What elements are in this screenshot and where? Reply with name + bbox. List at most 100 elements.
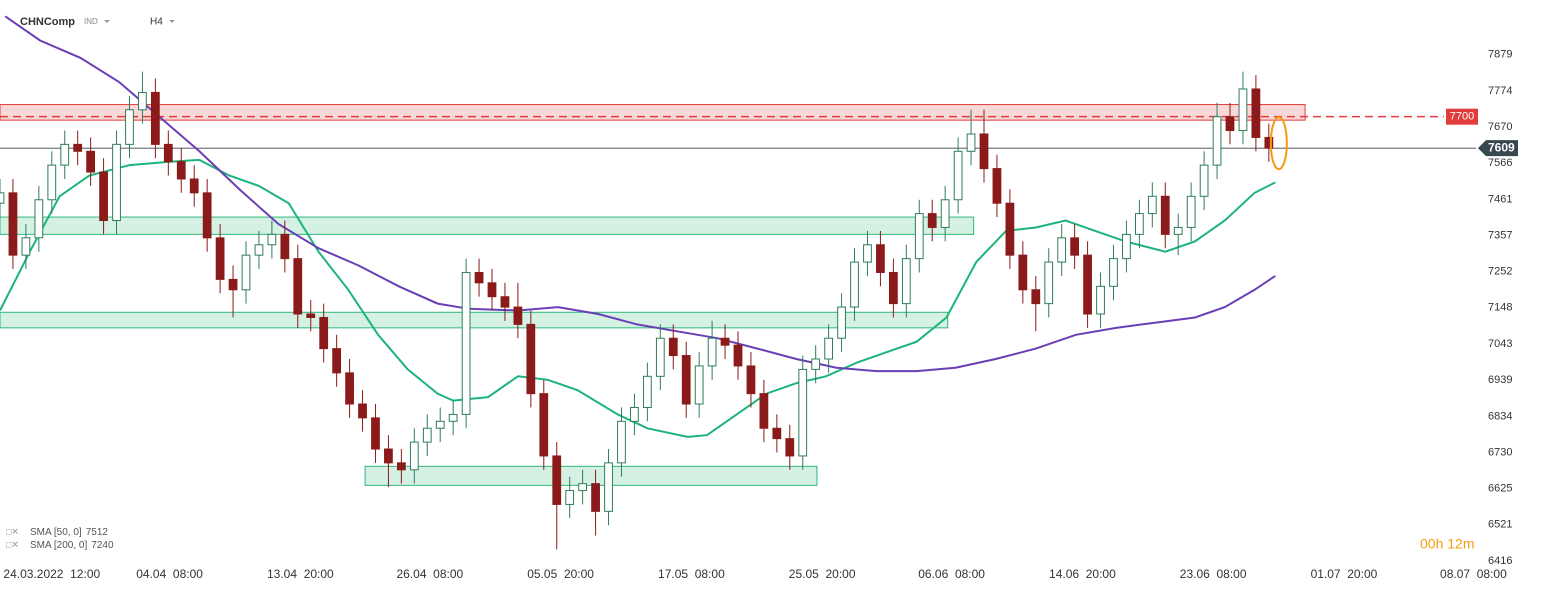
x-tick-label: 25.05 20:00 [789,567,856,581]
candle-body [1057,237,1067,263]
candle-body [150,91,160,145]
symbol[interactable]: CHNComp [20,16,75,28]
candle-body [8,192,18,256]
market: IND [84,17,98,26]
candle-body [1225,116,1235,132]
candle-body [1264,136,1274,149]
candle-body [720,337,730,346]
candle-body [163,143,173,163]
candle-body [435,420,445,429]
candle-body [371,417,380,450]
candle-body [707,337,717,367]
candle-body [785,438,795,457]
candle-body [189,178,199,194]
candle-body [422,427,432,443]
candle-body [1173,226,1183,235]
candle-body [332,348,342,374]
candle-body [461,271,471,415]
y-tick-label: 6939 [1488,374,1512,386]
y-tick-label: 6625 [1488,483,1512,495]
candle-body [112,143,121,222]
candle-body [798,368,808,457]
x-tick-label: 13.04 20:00 [267,567,334,581]
candle-body [176,161,186,180]
highlight [1269,116,1288,171]
candle-body [306,313,316,318]
candle-body [60,143,70,166]
candle-body [487,282,497,298]
y-tick-label: 6521 [1488,519,1512,531]
candle-body [927,213,937,228]
candle-body [474,271,484,284]
candle-body [1134,213,1144,235]
y-tick-label: 7774 [1488,85,1512,97]
candle-body [500,296,510,308]
level-label: 7700 [1450,111,1474,123]
candle-body [1109,258,1118,287]
candle-body [630,406,639,422]
x-tick-label: 06.06 08:00 [918,567,985,581]
candle-body [642,375,652,408]
candle-body [772,427,782,440]
x-tick-label: 04.04 08:00 [136,567,203,581]
candle-body [526,323,536,395]
candle-body [1160,195,1170,235]
x-tick-label: 14.06 20:00 [1049,567,1116,581]
x-tick-label: 05.05 20:00 [527,567,594,581]
candle-body [21,237,31,256]
candle-body [448,413,458,422]
x-tick-label: 17.05 08:00 [658,567,725,581]
candle-body [694,365,704,405]
candle-body [1083,254,1092,315]
legend-icon: □✕ [6,539,19,549]
candle-body [888,271,898,305]
candle-body [319,316,329,350]
legend-value: 7240 [91,540,114,551]
candle-body [99,171,108,222]
legend-entry: SMA [50, 0] 7512 [30,527,108,538]
price-label: 7609 [1488,140,1515,154]
zone [0,216,975,235]
dropdown-icon[interactable] [104,20,110,23]
candle-body [759,393,769,429]
dropdown-icon[interactable] [169,20,175,23]
candle-body [655,337,665,377]
legend-value: 7512 [86,527,109,538]
candle-body [850,261,859,308]
candle-body [1186,195,1196,228]
candle-body [901,258,911,305]
x-tick-label: 01.07 20:00 [1311,567,1378,581]
candle-body [1238,88,1248,132]
candle-body [280,233,290,260]
candle-body [125,109,134,145]
legend-name: SMA [50, 0] [30,527,82,538]
candle-body [966,133,976,152]
candle-body [228,278,238,291]
candle-body [1251,88,1261,138]
sma-line [0,158,1276,438]
candle-body [539,393,549,457]
countdown: 00h 12m [1420,536,1474,552]
candle-body [578,483,588,492]
y-tick-label: 7566 [1488,157,1512,169]
candle-body [746,365,756,395]
candle-body [267,233,277,246]
candle-body [681,355,691,405]
interval[interactable]: H4 [150,17,163,28]
candle-body [138,91,147,111]
candle-body [1070,237,1080,256]
candle-body [591,483,600,512]
level-tag [1446,108,1478,125]
candle-body [1199,164,1209,197]
y-tick-label: 6416 [1488,555,1512,567]
candle-body [863,244,872,263]
candle-body [824,337,834,360]
candle-body [837,306,846,339]
candle-body [293,258,303,315]
candle-body [604,462,613,512]
candle-body [34,199,44,239]
candle-body [86,150,96,173]
candle-body [953,150,963,201]
zone [0,311,949,329]
